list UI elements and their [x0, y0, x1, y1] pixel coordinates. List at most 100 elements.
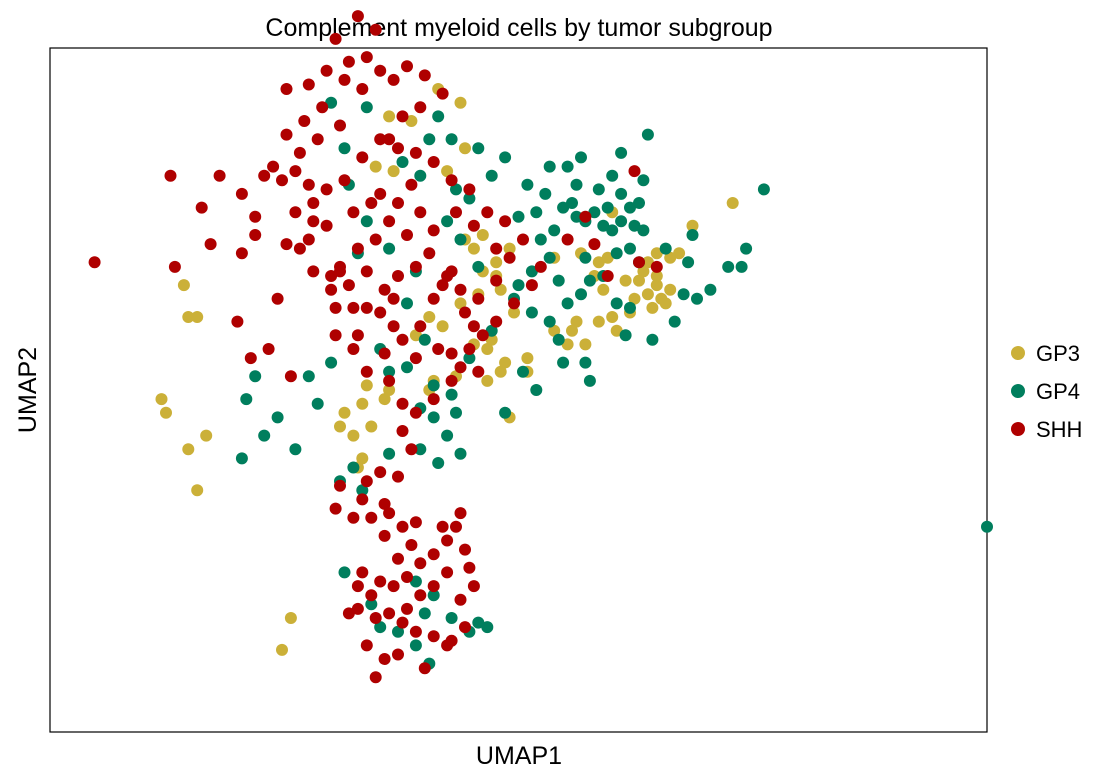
point-gp3: [641, 256, 654, 269]
point-gp4: [543, 315, 556, 328]
point-gp4: [392, 625, 404, 638]
point-shh: [249, 210, 262, 223]
point-shh: [396, 425, 409, 437]
point-gp4: [347, 461, 360, 474]
point-shh: [289, 165, 302, 178]
point-gp3: [356, 397, 369, 410]
point-shh: [325, 270, 338, 282]
point-gp4: [311, 397, 324, 410]
point-shh: [280, 238, 293, 251]
point-shh: [499, 215, 512, 228]
point-shh: [392, 470, 404, 483]
point-shh: [459, 306, 471, 319]
point-shh: [383, 507, 396, 520]
point-gp3: [467, 242, 480, 255]
point-gp4: [374, 621, 387, 634]
point-gp4: [235, 452, 248, 465]
point-gp3: [369, 160, 382, 173]
point-gp3: [566, 324, 578, 337]
point-gp4: [624, 201, 636, 214]
point-shh: [517, 233, 529, 246]
point-gp3: [659, 297, 672, 310]
point-shh: [383, 215, 396, 228]
point-gp3: [726, 197, 739, 209]
point-shh: [427, 548, 440, 561]
point-shh: [293, 242, 306, 255]
point-shh: [414, 320, 427, 333]
point-shh: [342, 607, 355, 620]
point-gp4: [539, 187, 552, 200]
point-shh: [307, 265, 320, 278]
point-gp4: [691, 292, 703, 305]
points-layer: [88, 10, 993, 684]
point-shh: [441, 639, 454, 652]
point-gp4: [432, 110, 445, 123]
point-gp4: [606, 169, 619, 182]
point-shh: [423, 247, 436, 260]
point-shh: [280, 83, 293, 95]
point-shh: [396, 520, 409, 533]
point-gp4: [579, 251, 592, 264]
point-gp4: [561, 160, 574, 173]
point-gp4: [432, 457, 445, 469]
point-gp3: [481, 343, 494, 355]
point-gp4: [740, 242, 753, 255]
point-gp4: [450, 183, 462, 196]
point-shh: [235, 187, 248, 200]
point-gp4: [472, 142, 485, 155]
point-gp3: [481, 374, 494, 387]
point-shh: [601, 270, 614, 282]
point-shh: [365, 511, 378, 524]
point-shh: [356, 566, 369, 579]
point-shh: [467, 219, 480, 232]
point-gp4: [637, 174, 650, 187]
point-gp4: [548, 224, 561, 237]
point-shh: [168, 260, 181, 273]
point-shh: [338, 174, 351, 187]
point-gp4: [534, 233, 547, 246]
point-gp4: [325, 356, 338, 369]
point-gp4: [521, 178, 534, 191]
point-shh: [329, 502, 342, 515]
point-gp4: [427, 589, 440, 602]
point-shh: [262, 343, 275, 355]
point-gp3: [548, 324, 561, 337]
point-shh: [258, 169, 271, 182]
point-shh: [369, 612, 382, 624]
point-shh: [476, 329, 489, 342]
point-shh: [298, 115, 311, 127]
point-shh: [311, 133, 324, 146]
point-shh: [342, 279, 355, 292]
point-shh: [347, 206, 360, 219]
point-gp4: [418, 333, 431, 346]
point-gp4: [338, 566, 351, 579]
point-shh: [213, 169, 226, 182]
point-gp3: [490, 256, 503, 269]
point-shh: [334, 119, 346, 132]
point-gp4: [338, 142, 351, 155]
point-gp4: [450, 406, 462, 419]
point-gp4: [561, 297, 574, 310]
point-shh: [387, 292, 400, 305]
point-shh: [360, 265, 373, 278]
point-gp4: [454, 233, 467, 246]
point-shh: [454, 593, 467, 606]
point-gp3: [650, 270, 663, 282]
point-gp3: [503, 242, 516, 255]
point-gp4: [360, 101, 373, 114]
point-shh: [329, 32, 342, 45]
point-gp3: [561, 338, 574, 351]
point-shh: [401, 602, 413, 615]
point-shh: [235, 247, 248, 260]
point-shh: [302, 78, 315, 91]
point-shh: [396, 110, 409, 123]
point-gp3: [334, 420, 346, 433]
point-shh: [414, 557, 427, 570]
point-shh: [396, 616, 409, 629]
point-gp4: [570, 210, 583, 223]
point-shh: [360, 51, 373, 64]
point-gp3: [673, 247, 686, 260]
point-shh: [409, 352, 422, 365]
point-gp3: [347, 429, 360, 442]
